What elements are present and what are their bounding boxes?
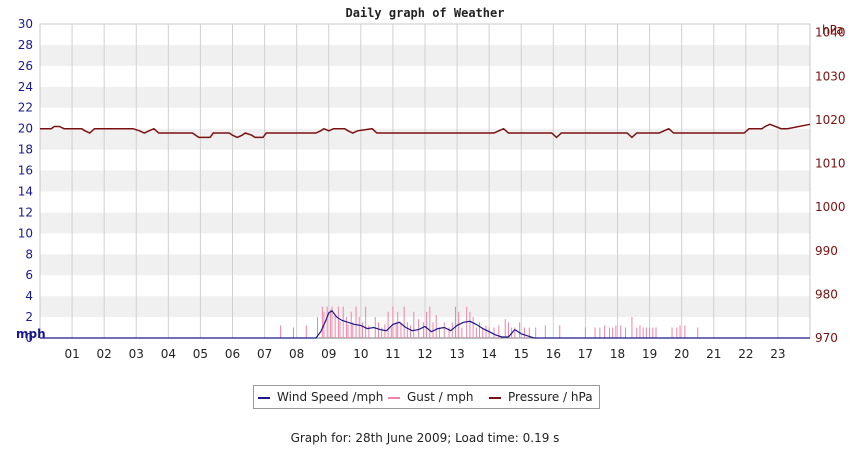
x-tick-label: 12 xyxy=(417,347,432,361)
legend-label-pressure: Pressure / hPa xyxy=(508,390,593,404)
left-tick-label: 2 xyxy=(25,310,33,324)
x-tick-label: 16 xyxy=(546,347,561,361)
left-tick-label: 16 xyxy=(18,164,33,178)
x-tick-label: 04 xyxy=(161,347,176,361)
right-tick-label: 1030 xyxy=(815,69,846,83)
right-tick-label: 1000 xyxy=(815,200,846,214)
left-tick-label: 22 xyxy=(18,101,33,115)
legend-item-gust: Gust / mph xyxy=(388,390,473,404)
left-tick-label: 20 xyxy=(18,122,33,136)
right-tick-label: 990 xyxy=(815,244,838,258)
x-tick-label: 06 xyxy=(225,347,240,361)
x-tick-label: 11 xyxy=(385,347,400,361)
left-tick-label: 6 xyxy=(25,268,33,282)
x-tick-label: 14 xyxy=(482,347,497,361)
x-tick-label: 10 xyxy=(353,347,368,361)
x-tick-label: 01 xyxy=(64,347,79,361)
left-tick-label: 4 xyxy=(25,289,33,303)
left-tick-label: 14 xyxy=(18,184,33,198)
pressure-swatch xyxy=(489,396,501,399)
legend-item-wind-speed: Wind Speed /mph xyxy=(258,390,383,404)
x-tick-label: 03 xyxy=(129,347,144,361)
legend-item-pressure: Pressure / hPa xyxy=(489,390,593,404)
x-tick-label: 17 xyxy=(578,347,593,361)
left-tick-label: 18 xyxy=(18,143,33,157)
x-tick-label: 15 xyxy=(514,347,529,361)
x-tick-label: 13 xyxy=(449,347,464,361)
x-tick-label: 08 xyxy=(289,347,304,361)
x-tick-label: 18 xyxy=(610,347,625,361)
wind-speed-line xyxy=(40,309,810,339)
left-tick-label: 0 xyxy=(25,331,33,345)
right-axis-ticks: 970 980 990 1000 1010 1020 1030 1040 xyxy=(815,26,846,345)
right-tick-label: 1010 xyxy=(815,157,846,171)
right-tick-label: 970 xyxy=(815,331,838,345)
x-tick-label: 21 xyxy=(706,347,721,361)
left-tick-label: 26 xyxy=(18,59,33,73)
left-tick-label: 30 xyxy=(18,17,33,31)
left-tick-label: 24 xyxy=(18,80,33,94)
line-series xyxy=(40,123,811,339)
pressure-line xyxy=(40,123,811,139)
right-tick-label: 1040 xyxy=(815,26,846,40)
right-tick-label: 980 xyxy=(815,287,838,301)
left-tick-label: 8 xyxy=(25,247,33,261)
gust-series xyxy=(280,306,699,338)
x-tick-label: 02 xyxy=(97,347,112,361)
left-tick-label: 12 xyxy=(18,205,33,219)
left-tick-label: 28 xyxy=(18,38,33,52)
graph-footer: Graph for: 28th June 2009; Load time: 0.… xyxy=(290,431,560,445)
left-axis-unit: mph xyxy=(16,327,46,341)
wind-speed-swatch xyxy=(258,396,270,399)
x-tick-label: 19 xyxy=(642,347,657,361)
gust-swatch xyxy=(388,396,400,399)
legend-label-wind-speed: Wind Speed /mph xyxy=(277,390,384,404)
x-tick-label: 05 xyxy=(193,347,208,361)
x-tick-label: 20 xyxy=(674,347,689,361)
x-tick-label: 23 xyxy=(770,347,785,361)
x-tick-label: 07 xyxy=(257,347,272,361)
chart-legend: Wind Speed /mph Gust / mph Pressure / hP… xyxy=(253,385,600,409)
x-tick-label: 09 xyxy=(321,347,336,361)
left-tick-label: 10 xyxy=(18,226,33,240)
x-tick-label: 22 xyxy=(738,347,753,361)
legend-label-gust: Gust / mph xyxy=(407,390,474,404)
right-axis-unit: hPa xyxy=(822,23,844,37)
x-axis-ticks: 01 02 03 04 05 06 07 08 09 10 11 12 13 14 15 16 17 18 19 20… xyxy=(64,347,785,361)
right-tick-label: 1020 xyxy=(815,113,846,127)
chart-title: Daily graph of Weather xyxy=(346,6,505,20)
